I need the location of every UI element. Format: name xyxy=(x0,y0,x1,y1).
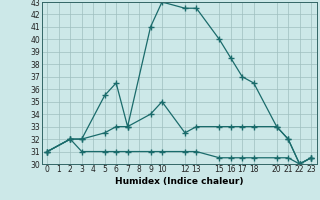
X-axis label: Humidex (Indice chaleur): Humidex (Indice chaleur) xyxy=(115,177,244,186)
